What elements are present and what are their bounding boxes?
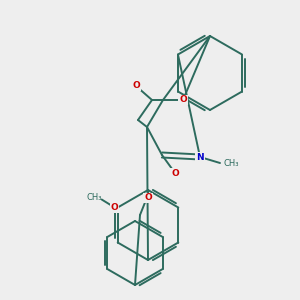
Text: O: O <box>171 169 179 178</box>
Text: O: O <box>179 95 187 104</box>
Text: N: N <box>196 152 204 161</box>
Text: CH₃: CH₃ <box>224 158 239 167</box>
Text: O: O <box>144 194 152 202</box>
Text: CH₃: CH₃ <box>87 193 102 202</box>
Text: O: O <box>132 82 140 91</box>
Text: O: O <box>111 203 119 212</box>
